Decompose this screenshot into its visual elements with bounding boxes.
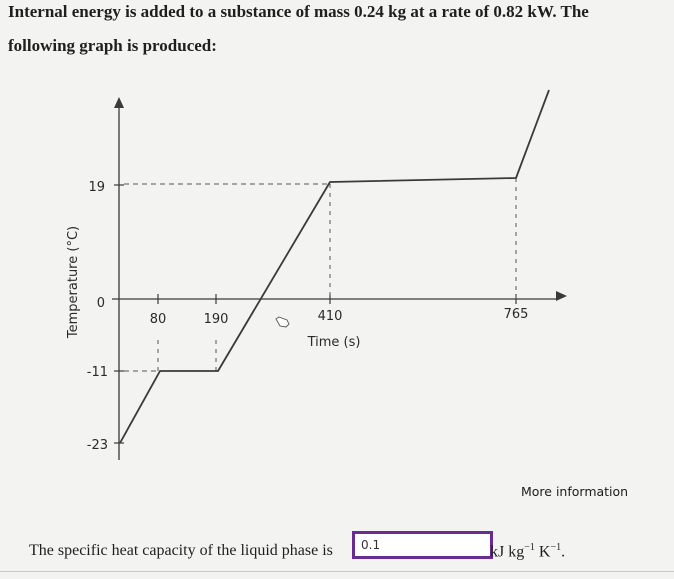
- heating-curve-line: [119, 89, 550, 444]
- x-tick-label: 80: [150, 312, 167, 327]
- more-information-link[interactable]: More information: [521, 484, 629, 499]
- units-exponent-1: −1: [524, 542, 535, 553]
- y-tick-label: -11: [87, 365, 108, 380]
- y-axis-arrow-icon: [114, 97, 124, 108]
- units-exponent-2: −1: [550, 542, 562, 553]
- units-kelvin: K: [534, 543, 551, 561]
- units-base: kJ kg: [490, 543, 525, 561]
- question-line-2: following graph is produced:: [8, 36, 217, 55]
- y-tick-label: 19: [88, 180, 105, 195]
- x-axis-title: Time (s): [307, 335, 361, 350]
- temperature-time-graph: 19 0 -11 -23 80 190 410 765 Time (s) Tem…: [66, 89, 567, 460]
- bottom-divider: [0, 571, 674, 572]
- y-tick-label: -23: [87, 438, 108, 453]
- units-period: .: [561, 543, 566, 561]
- question-line-1: Internal energy is added to a substance …: [8, 2, 589, 21]
- x-tick-label: 410: [318, 309, 343, 324]
- x-axis-arrow-icon: [556, 291, 567, 301]
- x-tick-label: 190: [204, 312, 229, 327]
- y-axis-title: Temperature (°C): [66, 226, 81, 339]
- y-tick-label: 0: [97, 296, 105, 311]
- specific-heat-input[interactable]: [352, 531, 493, 559]
- hand-cursor-icon: [275, 316, 290, 328]
- x-tick-label: 765: [504, 307, 529, 322]
- answer-units: kJ kg−1 K−1.: [490, 542, 565, 561]
- answer-prompt: The specific heat capacity of the liquid…: [29, 542, 333, 559]
